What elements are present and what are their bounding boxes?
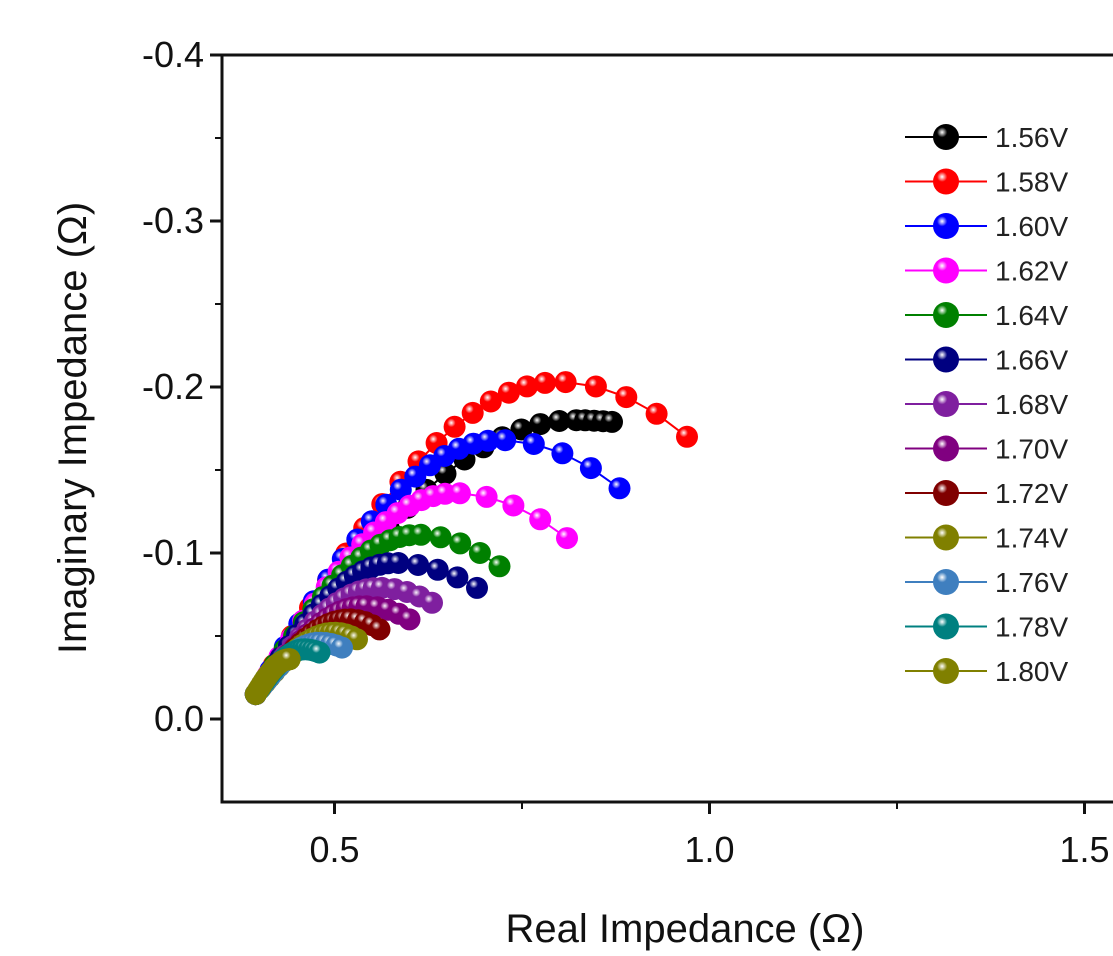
legend-item-1-70v: 1.70V xyxy=(905,434,1068,465)
data-point xyxy=(551,442,574,465)
legend-item-1-74v: 1.74V xyxy=(905,523,1068,554)
data-point xyxy=(497,381,520,404)
data-point xyxy=(429,526,452,549)
legend-label: 1.68V xyxy=(995,389,1068,420)
data-point xyxy=(479,390,502,413)
legend-label: 1.58V xyxy=(995,167,1068,198)
data-point xyxy=(466,576,488,599)
data-point xyxy=(421,591,443,614)
legend-item-1-62v: 1.62V xyxy=(905,256,1068,287)
x-tick-label: 1.0 xyxy=(684,829,734,870)
legend-label: 1.62V xyxy=(995,256,1068,287)
data-point xyxy=(446,566,469,589)
data-point xyxy=(449,532,472,555)
data-point xyxy=(461,401,484,424)
data-point xyxy=(398,608,421,631)
x-tick-label: 0.5 xyxy=(309,829,359,870)
data-point xyxy=(510,418,533,441)
legend-marker xyxy=(933,257,959,284)
legend-item-1-56v: 1.56V xyxy=(905,122,1068,153)
legend-marker xyxy=(933,213,959,239)
y-tick-label: -0.1 xyxy=(142,532,204,573)
y-tick-label: 0.0 xyxy=(154,698,204,739)
legend-label: 1.74V xyxy=(995,523,1068,554)
data-point xyxy=(502,494,525,517)
legend-marker xyxy=(933,569,959,595)
x-tick-label: 1.5 xyxy=(1059,829,1109,870)
legend-label: 1.66V xyxy=(995,345,1068,376)
data-point xyxy=(476,429,499,452)
data-point xyxy=(529,508,552,531)
legend-item-1-72v: 1.72V xyxy=(905,478,1068,509)
y-tick-label: -0.4 xyxy=(142,34,204,75)
data-point xyxy=(331,636,353,659)
data-point xyxy=(407,554,430,576)
data-point xyxy=(448,482,471,505)
legend-marker xyxy=(933,613,959,640)
legend-marker xyxy=(933,658,959,684)
legend-item-1-80v: 1.80V xyxy=(905,656,1068,687)
legend-marker xyxy=(933,346,959,373)
data-point xyxy=(475,485,498,508)
data-point xyxy=(548,410,571,432)
legend-item-1-64v: 1.64V xyxy=(905,300,1068,331)
data-point xyxy=(676,425,698,448)
data-point xyxy=(409,523,432,546)
legend-label: 1.70V xyxy=(995,434,1068,465)
legend-item-1-76v: 1.76V xyxy=(905,567,1068,598)
plot-frame xyxy=(220,53,1113,804)
data-point xyxy=(615,386,638,409)
legend-item-1-68v: 1.68V xyxy=(905,389,1068,420)
legend-marker xyxy=(933,168,959,195)
data-point xyxy=(601,410,623,433)
data-point xyxy=(534,371,556,394)
legend-label: 1.78V xyxy=(995,612,1068,643)
data-point xyxy=(516,375,538,398)
legend-label: 1.80V xyxy=(995,656,1068,687)
data-point xyxy=(608,477,631,500)
y-axis-title: Imaginary Impedance (Ω) xyxy=(51,202,95,654)
legend-label: 1.72V xyxy=(995,478,1068,509)
legend-item-1-78v: 1.78V xyxy=(905,612,1068,643)
data-point xyxy=(522,433,545,455)
legend-label: 1.60V xyxy=(995,211,1068,242)
data-point xyxy=(554,371,577,394)
data-point xyxy=(387,552,410,574)
y-tick-label: -0.3 xyxy=(142,200,204,241)
data-point xyxy=(584,375,607,398)
series-1-80v xyxy=(244,648,301,706)
legend-item-1-58v: 1.58V xyxy=(905,167,1068,198)
legend-label: 1.56V xyxy=(995,122,1068,153)
legend-label: 1.64V xyxy=(995,300,1068,331)
plot-area xyxy=(244,371,698,706)
data-point xyxy=(579,457,602,480)
axes: 0.5 1.0 1.5 -0.4 -0.3 -0.2 -0.1 0.0 xyxy=(142,34,1110,870)
data-point xyxy=(443,415,466,438)
legend-label: 1.76V xyxy=(995,567,1068,598)
legend-marker xyxy=(933,391,959,417)
data-point xyxy=(308,641,331,664)
legend-item-1-60v: 1.60V xyxy=(905,211,1068,242)
legend-marker xyxy=(933,124,959,150)
legend: 1.56V 1.58V 1.60V 1.62V 1.64V 1.66V 1.68V 1.70V… xyxy=(905,122,1068,687)
x-axis-title: Real Impedance (Ω) xyxy=(506,907,865,951)
data-point xyxy=(494,429,517,452)
legend-marker xyxy=(933,302,959,328)
data-point xyxy=(529,413,552,436)
data-point xyxy=(468,542,491,564)
y-tick-label: -0.2 xyxy=(142,366,204,407)
data-point xyxy=(426,558,449,581)
data-point xyxy=(645,402,668,425)
legend-marker xyxy=(933,435,959,462)
legend-marker xyxy=(933,480,959,506)
legend-item-1-66v: 1.66V xyxy=(905,345,1068,376)
data-point xyxy=(278,648,301,671)
data-point xyxy=(368,618,391,641)
data-point xyxy=(389,478,412,501)
data-point xyxy=(556,527,578,550)
data-point xyxy=(488,555,511,578)
legend-marker xyxy=(933,524,959,551)
